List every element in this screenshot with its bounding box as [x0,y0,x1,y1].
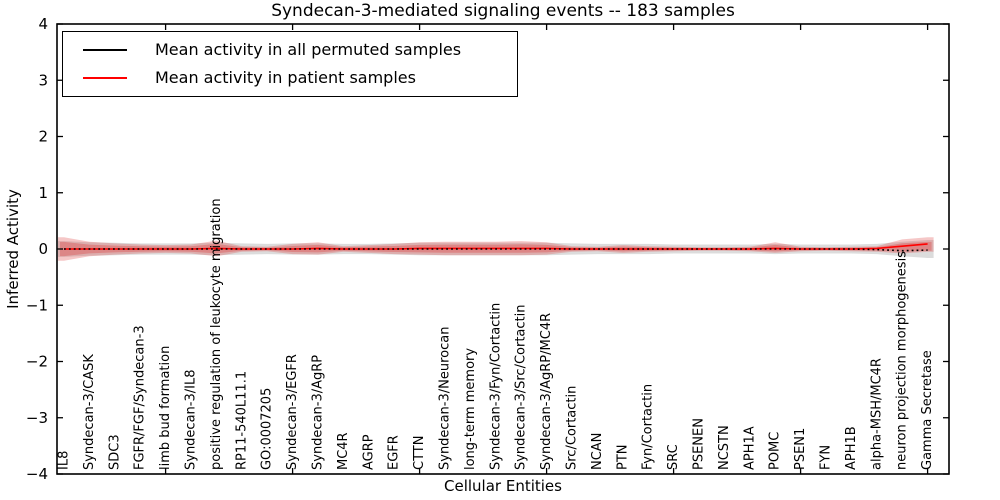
category-label: Syndecan-3/IL8 [184,370,199,470]
legend-item-label: Mean activity in patient samples [155,68,416,87]
category-label: neuron projection morphogenesis [895,251,910,470]
category-label: Syndecan-3/CASK [82,354,97,470]
category-label: Src/Cortactin [565,386,580,470]
y-tick-label: −4 [26,465,48,483]
category-label: CTTN [412,436,427,470]
y-tick-label: −3 [26,409,48,427]
category-label: Fyn/Cortactin [641,384,656,470]
category-label: alpha-MSH/MC4R [869,358,884,470]
permuted-line-icon [83,48,127,51]
category-label: SDC3 [107,434,122,470]
category-label: PSEN1 [793,428,808,470]
y-axis-label: Inferred Activity [4,189,22,309]
patient-line-icon [83,76,127,79]
category-label: FYN [819,445,834,470]
legend-item-patient: Mean activity in patient samples [73,68,507,87]
category-label: long-term memory [463,348,478,470]
category-label: APH1B [844,426,859,470]
category-label: Syndecan-3/EGFR [285,354,300,470]
chart-title: Syndecan-3-mediated signaling events -- … [271,1,735,21]
category-label: IL8 [57,451,72,470]
category-label: Syndecan-3/Fyn/Cortactin [488,303,503,470]
category-label: EGFR [387,435,402,470]
category-label: Syndecan-3/AgRP/MC4R [539,313,554,470]
y-tick-label: 4 [38,15,48,33]
category-label: PTN [615,444,630,470]
series-line-permuted [64,248,928,252]
category-label: Syndecan-3/AgRP [311,355,326,470]
category-label: APH1A [742,426,757,470]
y-tick-label: 2 [38,128,48,146]
category-label: Syndecan-3/Neurocan [438,327,453,470]
category-label: Gamma Secretase [920,350,935,470]
category-label: SRC [666,444,681,470]
legend-item-permuted: Mean activity in all permuted samples [73,40,507,59]
category-label: FGFR/FGF/Syndecan-3 [133,325,148,470]
category-label: NCSTN [717,425,732,470]
category-label: RP11-540L11.1 [234,371,249,470]
category-label: Syndecan-3/Src/Cortactin [514,304,529,470]
x-axis-label: Cellular Entities [444,477,562,495]
y-tick-label: 3 [38,71,48,89]
category-label: PSENEN [692,418,707,470]
category-label: positive regulation of leukocyte migrati… [209,198,224,470]
y-tick-label: −2 [26,353,48,371]
y-tick-label: −1 [26,296,48,314]
category-label: AGRP [361,434,376,470]
y-tick-label: 0 [38,240,48,258]
legend: Mean activity in all permuted samples Me… [62,31,518,97]
category-label: GO:0007205 [260,388,275,470]
y-tick-label: 1 [38,184,48,202]
category-label: POMC [768,432,783,470]
category-label: limb bud formation [158,346,173,470]
legend-item-label: Mean activity in all permuted samples [155,40,462,59]
category-label: MC4R [336,432,351,470]
category-label: NCAN [590,433,605,470]
